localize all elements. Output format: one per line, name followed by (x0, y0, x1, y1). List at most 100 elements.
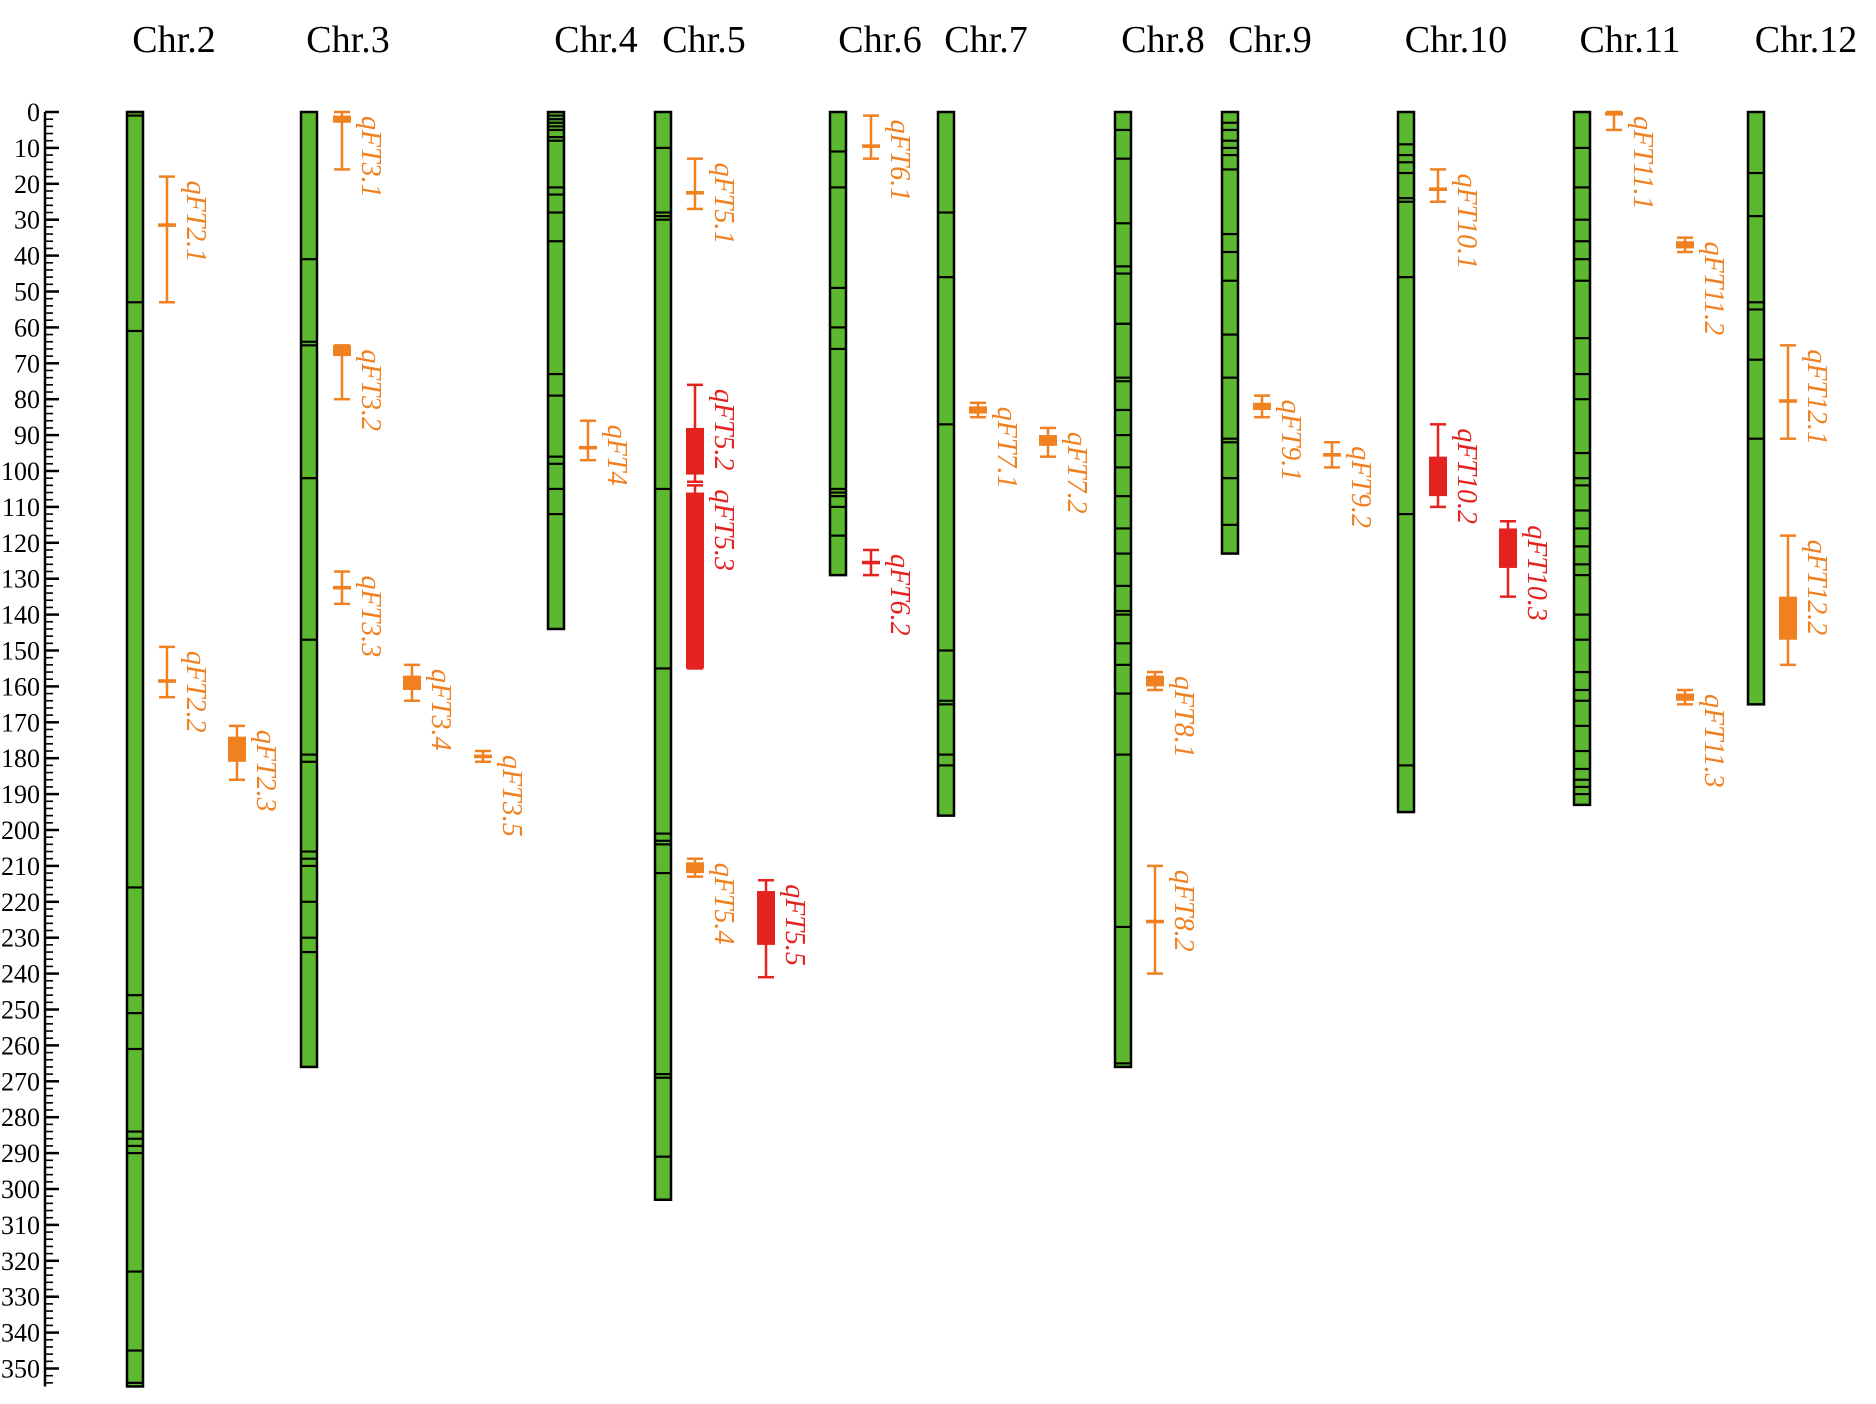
axis-tick-label: 340 (1, 1319, 40, 1348)
chromosome-title: Chr.5 (662, 19, 745, 61)
qtl-qft10-3: qFT10.3 (1499, 520, 1552, 621)
qtl-qft5-3: qFT5.3 (686, 484, 739, 670)
qtl-qft2-1: qFT2.1 (158, 175, 211, 304)
qtl-peak-box (333, 115, 351, 123)
qtl-label: qFT11.3 (1698, 694, 1729, 788)
qtl-qft7-1: qFT7.1 (969, 401, 1022, 489)
chromosome-bar (1396, 110, 1416, 814)
qtl-qft12-1: qFT12.1 (1779, 344, 1832, 445)
qtl-group: qFT2.1 qFT2.2 qFT2.3 qFT3.1 qFT3.2 qFT3.3 qFT3… (158, 110, 1832, 979)
qtl-label: qFT10.3 (1521, 525, 1552, 621)
qtl-qft3-2: qFT3.2 (333, 344, 386, 431)
qtl-label: qFT8.2 (1168, 870, 1199, 952)
axis-tick-label: 0 (27, 98, 40, 127)
axis-tick-label: 30 (14, 206, 40, 235)
axis-tick-label: 230 (1, 924, 40, 953)
chromosome-title: Chr.4 (554, 19, 637, 61)
qtl-peak-box (686, 427, 704, 475)
qtl-peak-box (1779, 596, 1797, 640)
qtl-qft2-3: qFT2.3 (228, 724, 281, 812)
axis-tick-label: 150 (1, 637, 40, 666)
qtl-peak-box (1429, 456, 1447, 497)
qtl-peak-box (403, 675, 421, 690)
axis-tick-label: 20 (14, 170, 40, 199)
qtl-label: qFT5.1 (708, 163, 739, 245)
chromosome-bar (546, 110, 566, 631)
qtl-label: qFT3.3 (355, 576, 386, 658)
axis-tick-label: 270 (1, 1067, 40, 1096)
axis-tick-label: 320 (1, 1247, 40, 1276)
axis-tick-label: 290 (1, 1139, 40, 1168)
axis-tick-label: 120 (1, 529, 40, 558)
axis-tick-label: 310 (1, 1211, 40, 1240)
axis-tick-label: 130 (1, 565, 40, 594)
qtl-qft7-2: qFT7.2 (1039, 426, 1092, 514)
axis-tick-label: 210 (1, 852, 40, 881)
qtl-label: qFT10.1 (1451, 173, 1482, 269)
qtl-qft8-2: qFT8.2 (1146, 864, 1199, 975)
axis-tick-label: 100 (1, 457, 40, 486)
chromosome-title: Chr.2 (132, 19, 215, 61)
qtl-peak-box (579, 445, 597, 450)
chromosome-chr-10: Chr.10 (1396, 19, 1507, 814)
axis-tick-label: 350 (1, 1355, 40, 1384)
qtl-qft9-1: qFT9.1 (1253, 394, 1306, 482)
qtl-peak-box (1253, 402, 1271, 410)
chromosome-bar (299, 110, 319, 1069)
qtl-label: qFT5.5 (779, 884, 810, 966)
qtl-qft11-3: qFT11.3 (1676, 688, 1729, 788)
qtl-qft10-2: qFT10.2 (1429, 423, 1482, 524)
qtl-label: qFT3.1 (355, 116, 386, 198)
chromosome-group: Chr.2 Chr.3 Chr.4 Chr.5 Chr.6 Chr.7 Chr.8 Chr.9… (125, 19, 1857, 1388)
qtl-label: qFT12.2 (1801, 540, 1832, 636)
chromosome-chr-4: Chr.4 (546, 19, 638, 631)
qtl-peak-box (862, 144, 880, 148)
axis-tick-label: 160 (1, 672, 40, 701)
qtl-qft11-2: qFT11.2 (1676, 236, 1729, 336)
qtl-peak-box (1605, 112, 1623, 116)
chromosome-chr-8: Chr.8 (1113, 19, 1205, 1069)
qtl-peak-box (333, 585, 351, 590)
chromosome-title: Chr.8 (1121, 19, 1204, 61)
qtl-label: qFT7.1 (991, 407, 1022, 489)
qtl-qft2-2: qFT2.2 (158, 645, 211, 733)
qtl-peak-box (1676, 241, 1694, 249)
qtl-label: qFT11.2 (1698, 242, 1729, 336)
qtl-label: qFT3.2 (355, 349, 386, 431)
qtl-label: qFT5.2 (708, 389, 739, 471)
axis-tick-label: 250 (1, 996, 40, 1025)
qtl-label: qFT2.2 (180, 651, 211, 733)
qtl-peak-box (1146, 919, 1164, 924)
chromosome-chr-5: Chr.5 (653, 19, 746, 1202)
qtl-label: qFT9.2 (1345, 446, 1376, 528)
qtl-qft9-2: qFT9.2 (1323, 441, 1376, 528)
chromosome-bar (1113, 110, 1133, 1069)
qtl-qft3-4: qFT3.4 (403, 663, 456, 751)
qtl-peak-box (1779, 399, 1797, 403)
axis-tick-label: 80 (14, 385, 40, 414)
qtl-label: qFT9.1 (1275, 400, 1306, 482)
axis-tick-label: 200 (1, 816, 40, 845)
qtl-label: qFT2.1 (180, 181, 211, 263)
qtl-peak-box (1429, 187, 1447, 191)
distance-axis: 0 10 20 30 40 50 60 70 80 90 100 110 120 130 140 150 160… (1, 98, 59, 1387)
qtl-qft5-1: qFT5.1 (686, 157, 739, 245)
qtl-label: qFT4 (601, 425, 632, 486)
chromosome-bar (1572, 110, 1592, 807)
chromosome-chr-7: Chr.7 (936, 19, 1028, 817)
chromosome-chr-3: Chr.3 (299, 19, 390, 1069)
chromosome-chr-6: Chr.6 (828, 19, 922, 577)
chromosome-bar (653, 110, 673, 1202)
qtl-label: qFT11.1 (1627, 116, 1658, 210)
axis-tick-label: 10 (14, 134, 40, 163)
chromosome-chr-11: Chr.11 (1572, 19, 1681, 807)
qtl-qft5-4: qFT5.4 (686, 857, 739, 944)
chromosome-bar (1746, 110, 1766, 706)
qtl-qft3-3: qFT3.3 (333, 570, 386, 658)
qtl-peak-box (686, 190, 704, 195)
qtl-qft3-5: qFT3.5 (474, 749, 527, 837)
chromosome-bar (1220, 110, 1240, 555)
chromosome-chr-9: Chr.9 (1220, 19, 1312, 555)
qtl-label: qFT6.2 (884, 554, 915, 636)
